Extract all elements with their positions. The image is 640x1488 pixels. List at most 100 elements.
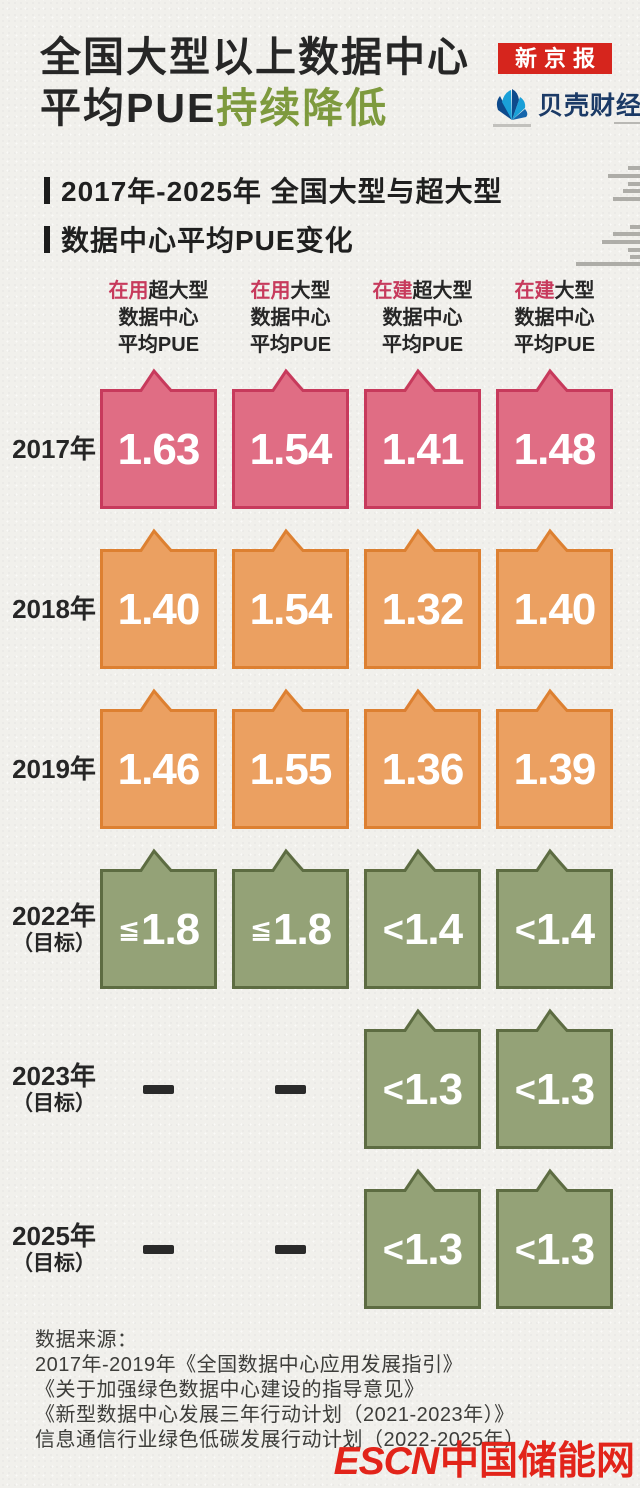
pue-cell: 1.54 — [232, 368, 349, 509]
decorative-bar — [613, 232, 640, 236]
comparison-operator: < — [514, 1068, 536, 1110]
value-box-shape — [496, 1008, 613, 1149]
pue-value: <1.4 — [514, 904, 595, 954]
value-box-shape — [496, 368, 613, 509]
pue-cell — [100, 1008, 217, 1149]
pue-cell: 1.46 — [100, 688, 217, 829]
value-box-shape — [496, 1168, 613, 1309]
comparison-operator: ≦ — [249, 914, 272, 944]
pue-cell: <1.4 — [364, 848, 481, 989]
pue-value: 1.36 — [381, 744, 465, 794]
row-year: 2017年 — [12, 434, 96, 464]
pue-cell: <1.3 — [496, 1008, 613, 1149]
row-label: 2019年 — [8, 710, 100, 828]
pue-value: 1.55 — [249, 744, 333, 794]
title-line-2-green: 持续降低 — [216, 85, 389, 131]
title-line-2: 平均PUE持续降低 — [40, 83, 470, 134]
decorative-bar — [630, 225, 640, 229]
row-label: 2022年 （目标） — [8, 870, 100, 988]
row-label: 2023年 （目标） — [8, 1030, 100, 1148]
shell-icon — [496, 89, 528, 120]
value-box-shape — [100, 688, 217, 829]
column-status-accent: 在用 — [250, 280, 291, 302]
column-status-accent: 在建 — [514, 280, 555, 302]
decorative-bar — [608, 174, 640, 178]
pue-cell — [232, 1168, 349, 1309]
pue-cell: 1.32 — [364, 528, 481, 669]
comparison-operator: < — [382, 908, 404, 950]
decorative-bar — [628, 248, 640, 252]
comparison-operator: < — [514, 1228, 536, 1270]
row-year: 2019年 — [12, 754, 96, 784]
title-line-2-black: 平均PUE — [40, 85, 217, 131]
data-sources: 数据来源： 2017年-2019年《全国数据中心应用发展指引》 《关于加强绿色数… — [35, 1328, 525, 1453]
pue-cell: 1.63 — [100, 368, 217, 509]
pue-value: 1.39 — [513, 744, 597, 794]
decorative-bar — [630, 255, 640, 259]
pue-cell: 1.36 — [364, 688, 481, 829]
value-box-shape — [364, 848, 481, 989]
pue-value: <1.3 — [382, 1064, 463, 1114]
subtitle-tick-bar — [44, 225, 50, 253]
comparison-operator: ≦ — [117, 914, 140, 944]
pue-cell — [100, 1168, 217, 1309]
watermark: ESCN中国储能网 — [334, 1430, 635, 1486]
pue-cell: ≦ 1.8 — [232, 848, 349, 989]
pue-cell: <1.4 — [496, 848, 613, 989]
value-box-shape — [232, 528, 349, 669]
pue-value: 1.54 — [249, 424, 333, 474]
pue-value: 1.63 — [117, 424, 201, 474]
value-box-shape — [100, 368, 217, 509]
value-box-shape — [364, 688, 481, 829]
pue-value: <1.3 — [382, 1224, 463, 1274]
row-label: 2018年 — [8, 550, 100, 668]
pue-value: <1.4 — [382, 904, 463, 954]
value-box-shape — [364, 368, 481, 509]
decorative-bar — [628, 166, 640, 170]
watermark-latin: ESCN — [333, 1440, 439, 1483]
pue-value: 1.54 — [249, 584, 333, 634]
pue-cell: 1.39 — [496, 688, 613, 829]
decorative-bar — [613, 197, 640, 201]
row-label: 2017年 — [8, 390, 100, 508]
pue-cell: 1.54 — [232, 528, 349, 669]
column-status-accent: 在建 — [372, 280, 413, 302]
value-box-shape — [496, 528, 613, 669]
column-status-accent: 在用 — [108, 280, 149, 302]
comparison-operator: < — [514, 908, 536, 950]
subtitle-text-2: 数据中心平均PUE变化 — [61, 225, 354, 256]
subtitle-line-1: 2017年-2025年 全国大型与超大型 — [44, 170, 503, 210]
pue-value: 1.40 — [117, 584, 201, 634]
pue-cell: <1.3 — [364, 1008, 481, 1149]
row-target-note: （目标） — [12, 1252, 96, 1275]
no-data-dash — [143, 1085, 174, 1094]
pue-cell: 1.40 — [496, 528, 613, 669]
row-year: 2025年 — [12, 1221, 96, 1251]
column-scale: 超大型 — [148, 280, 209, 302]
pue-cell: 1.40 — [100, 528, 217, 669]
value-box-shape — [496, 848, 613, 989]
subtitle-text-1: 2017年-2025年 全国大型与超大型 — [61, 176, 503, 207]
decorative-bar — [576, 262, 640, 266]
pue-cell: <1.3 — [364, 1168, 481, 1309]
watermark-cjk: 中国储能网 — [439, 1440, 635, 1483]
subtitle-line-2: 数据中心平均PUE变化 — [44, 219, 503, 259]
no-data-dash — [275, 1245, 306, 1254]
source-line: 《关于加强绿色数据中心建设的指导意见》 — [35, 1379, 425, 1401]
value-box-shape — [232, 848, 349, 989]
chart-subtitle: 2017年-2025年 全国大型与超大型 数据中心平均PUE变化 — [44, 170, 503, 268]
value-box-shape — [364, 1008, 481, 1149]
no-data-dash — [143, 1245, 174, 1254]
subtitle-tick-bar — [44, 176, 50, 204]
value-box-shape — [100, 528, 217, 669]
row-year: 2022年 — [12, 901, 96, 931]
pue-value: ≦ 1.8 — [117, 904, 200, 954]
row-label: 2025年 （目标） — [8, 1190, 100, 1308]
value-box-shape — [364, 1168, 481, 1309]
decorative-bar — [602, 240, 640, 244]
value-box-shape — [232, 688, 349, 829]
column-header: 在用超大型 数据中心 平均PUE — [108, 280, 209, 356]
value-box-shape — [364, 528, 481, 669]
column-scale: 大型 — [290, 280, 331, 302]
